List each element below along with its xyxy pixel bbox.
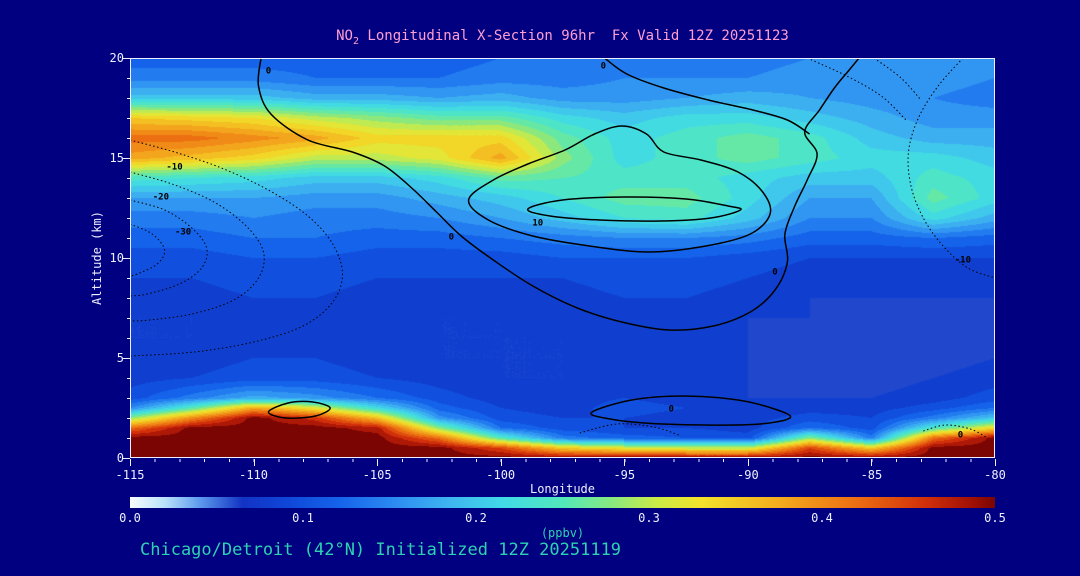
y-tick	[123, 158, 130, 159]
contour-label: 0	[266, 67, 271, 77]
y-tick	[123, 58, 130, 59]
contour-line	[257, 58, 860, 331]
contour-label: 10	[532, 219, 543, 229]
colorbar-tick-label: 0.0	[119, 511, 141, 525]
contour-label: 0	[449, 233, 454, 243]
x-tick-label: -95	[613, 468, 636, 482]
contour-label: -10	[166, 163, 182, 173]
y-tick-label: 0	[116, 451, 124, 465]
x-axis-major-ticks	[130, 459, 996, 466]
x-tick	[377, 459, 379, 466]
plot-title-rest: Longitudinal X-Section 96hr Fx Valid 12Z…	[359, 28, 789, 44]
y-tick	[123, 358, 130, 359]
contour-line	[579, 423, 679, 436]
plot-area: 0 0 0 0 10 0 -10 -20 -30 -10 0	[130, 58, 995, 458]
colorbar	[130, 497, 995, 508]
contour-label: 0	[958, 431, 963, 441]
colorbar-tick-label: 0.1	[292, 511, 314, 525]
plot-title-subscript: 2	[352, 35, 359, 47]
contour-line	[130, 171, 265, 322]
y-tick-label: 15	[109, 151, 124, 165]
x-tick	[624, 459, 626, 466]
x-tick-label: -105	[362, 468, 392, 482]
plot-title-prefix: NO	[336, 28, 353, 44]
run-info-text: Chicago/Detroit (42°N) Initialized 12Z 2…	[140, 540, 622, 560]
x-tick-label: -110	[239, 468, 269, 482]
plot-title: NO2 Longitudinal X-Section 96hr Fx Valid…	[130, 28, 995, 47]
contour-line	[130, 223, 166, 277]
y-tick-label: 10	[109, 251, 124, 265]
contour-label: 0	[668, 405, 673, 415]
x-axis-tick-labels: -115 -110 -105 -100 -95 -90 -85 -80	[116, 468, 1006, 482]
colorbar-tick-label: 0.3	[638, 511, 660, 525]
y-tick	[123, 258, 130, 259]
colorbar-title: (ppbv)	[540, 526, 585, 540]
colorbar-tick-label: 0.4	[811, 511, 833, 525]
x-tick	[871, 459, 873, 466]
contour-line	[467, 125, 772, 253]
colorbar-tick-labels: 0.0 0.1 0.2 0.3 0.4 0.5	[119, 511, 1006, 525]
x-tick-label: -115	[115, 468, 145, 482]
contour-line	[604, 58, 811, 135]
contour-line	[907, 58, 995, 279]
contour-label: 0	[601, 62, 606, 72]
x-axis-title: Longitude	[529, 482, 596, 496]
contour-line	[130, 139, 344, 357]
y-axis-tick-labels: 0 5 10 15 20	[84, 51, 124, 465]
contour-line	[923, 424, 988, 439]
x-tick	[130, 459, 131, 466]
colorbar-tick-label: 0.5	[984, 511, 1006, 525]
colorbar-tick-label: 0.2	[465, 511, 487, 525]
y-axis-major-ticks	[123, 58, 130, 459]
x-tick-label: -100	[486, 468, 516, 482]
x-tick-label: -80	[984, 468, 1006, 482]
contour-line	[806, 58, 907, 121]
x-tick	[500, 459, 502, 466]
x-axis-minor-ticks	[130, 459, 996, 462]
y-tick	[123, 458, 130, 459]
contour-label: -20	[153, 193, 169, 203]
x-tick	[253, 459, 255, 466]
x-tick	[995, 459, 996, 466]
heatmap-canvas	[130, 58, 995, 458]
contour-label: 0	[772, 268, 777, 278]
y-axis-minor-ticks	[127, 58, 130, 458]
contour-overlay: 0 0 0 0 10 0 -10 -20 -30 -10 0	[130, 58, 995, 441]
contour-line	[527, 196, 742, 222]
contour-line	[590, 395, 792, 426]
contour-label: -30	[175, 228, 191, 238]
contour-line	[130, 199, 208, 297]
x-tick-label: -85	[860, 468, 883, 482]
x-tick	[747, 459, 749, 466]
x-tick-label: -90	[737, 468, 759, 482]
contour-line	[267, 400, 331, 419]
contour-label: -10	[955, 256, 971, 266]
y-tick-label: 20	[109, 51, 124, 65]
y-tick-label: 5	[116, 351, 124, 365]
contour-line	[873, 58, 922, 101]
